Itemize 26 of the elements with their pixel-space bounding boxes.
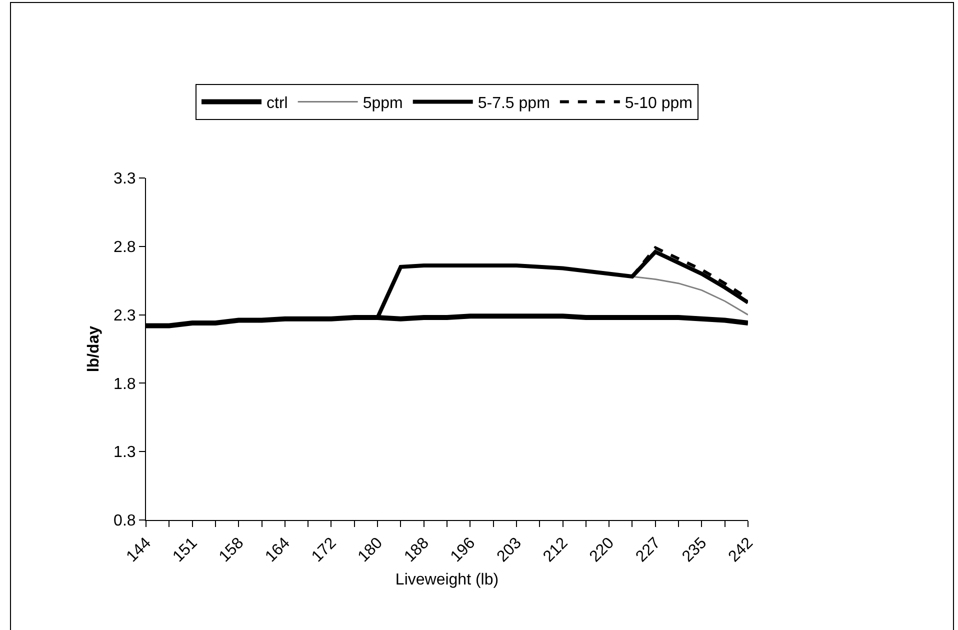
x-axis-title: Liveweight (lb) <box>395 571 499 588</box>
legend-label: ctrl <box>266 95 288 112</box>
y-tick-label: 1.3 <box>114 444 136 462</box>
x-tick-label: 212 <box>540 534 572 566</box>
x-tick-label: 180 <box>355 534 386 566</box>
x-tick-label: 196 <box>448 534 479 566</box>
x-tick-label: 164 <box>262 534 294 566</box>
x-tick-label: 151 <box>170 534 201 566</box>
x-tick-label: 172 <box>308 534 340 566</box>
x-tick-label: 227 <box>632 534 664 566</box>
y-axis-title: lb/day <box>85 326 102 372</box>
x-tick-label: 242 <box>726 534 757 566</box>
y-tick-label: 0.8 <box>114 512 136 530</box>
x-tick-label: 144 <box>124 534 155 566</box>
y-tick-label: 2.3 <box>114 307 136 324</box>
legend-label: 5-10 ppm <box>624 95 692 112</box>
x-tick-label: 158 <box>216 534 248 566</box>
x-tick-label: 220 <box>586 534 618 566</box>
x-tick-label: 203 <box>494 534 526 566</box>
y-tick-label: 1.8 <box>114 376 136 393</box>
y-tick-label: 3.3 <box>114 170 136 188</box>
x-tick-label: 235 <box>679 534 710 566</box>
y-tick-label: 2.8 <box>114 239 136 256</box>
x-tick-label: 188 <box>401 534 432 566</box>
legend-label: 5-7.5 ppm <box>478 95 550 112</box>
legend-label: 5ppm <box>362 95 403 112</box>
